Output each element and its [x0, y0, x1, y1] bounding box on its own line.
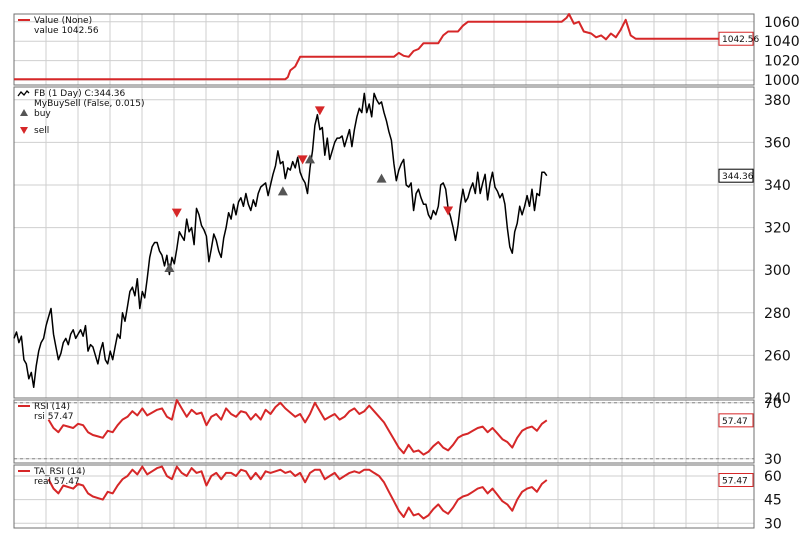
series-line-value: [14, 13, 754, 81]
sell-marker: [443, 206, 454, 216]
panel-background: [14, 400, 754, 463]
y-tick-label: 260: [764, 348, 791, 364]
y-tick-label: 1000: [764, 73, 800, 89]
sell-marker: [171, 208, 182, 218]
series-line-rsi: [47, 399, 548, 456]
y-tick-label: 1060: [764, 15, 800, 31]
panel-frame: [13, 13, 755, 86]
buy-marker: [376, 173, 387, 183]
buy-marker: [164, 263, 175, 273]
y-tick-label: 380: [764, 93, 791, 109]
last-value-tag: [718, 31, 754, 46]
buy-marker: [305, 154, 315, 164]
y-tick-label: 1020: [764, 54, 800, 70]
legend-label: MyBuySell (False, 0.015): [34, 99, 145, 109]
legend-label: value 1042.56: [34, 26, 99, 36]
y-tick-label: 30: [764, 452, 782, 468]
panel-ta_rsi: 30 45 60 57.47 TA_RSI (14)real 57.47: [13, 464, 782, 532]
y-tick-label: 320: [764, 221, 791, 237]
legend-swatch: [17, 90, 30, 97]
legend-label: real 57.47: [34, 477, 80, 487]
panel-background: [14, 14, 754, 85]
legend-label: rsi 57.47: [34, 412, 74, 422]
last-value-tag-text: 57.47: [722, 477, 748, 487]
buy-marker: [277, 186, 288, 196]
last-value-tag: [718, 168, 754, 183]
y-tick-label: 340: [764, 178, 791, 194]
panel-price: 240 260 280 300 320 340 360 380 344.36 FB (1 Day)…: [13, 86, 791, 407]
panel-rsi: 30 70 57.47 RSI (14)rsi 57.47: [13, 396, 782, 468]
legend-label: TA_RSI (14): [33, 467, 85, 477]
legend-label: FB (1 Day) C:344.36: [34, 89, 126, 99]
y-tick-label: 280: [764, 306, 791, 322]
panel-broker_value: 1000 1020 1040 1060 1042.56 Value (None)value…: [13, 13, 800, 89]
panel-background: [14, 465, 754, 528]
last-value-tag: [718, 413, 754, 428]
last-value-tag: [718, 473, 754, 488]
y-tick-label: 70: [764, 396, 782, 412]
legend-label: Value (None): [34, 16, 92, 26]
y-tick-label: 300: [764, 263, 791, 279]
last-value-tag-text: 344.36: [722, 172, 754, 182]
y-tick-label: 30: [764, 516, 782, 532]
panel-frame: [13, 86, 755, 399]
last-value-tag-text: 1042.56: [722, 35, 759, 45]
legend-label: sell: [34, 126, 49, 136]
y-tick-label: 45: [764, 493, 782, 509]
y-tick-label: 60: [764, 469, 782, 485]
series-line-real: [47, 465, 548, 520]
y-tick-label: 1040: [764, 34, 800, 50]
legend-buy-icon: [20, 109, 28, 116]
legend-label: buy: [34, 109, 51, 119]
panel-frame: [13, 399, 755, 464]
last-value-tag-text: 57.47: [722, 417, 748, 427]
sell-marker: [314, 106, 325, 116]
panel-background: [14, 87, 754, 398]
legend-label: RSI (14): [34, 402, 70, 412]
panel-frame: [13, 464, 755, 529]
series-line-FB: [13, 92, 548, 389]
legend-sell-icon: [20, 127, 28, 134]
y-tick-label: 240: [764, 391, 791, 407]
y-tick-label: 360: [764, 135, 791, 151]
sell-marker: [297, 155, 308, 165]
